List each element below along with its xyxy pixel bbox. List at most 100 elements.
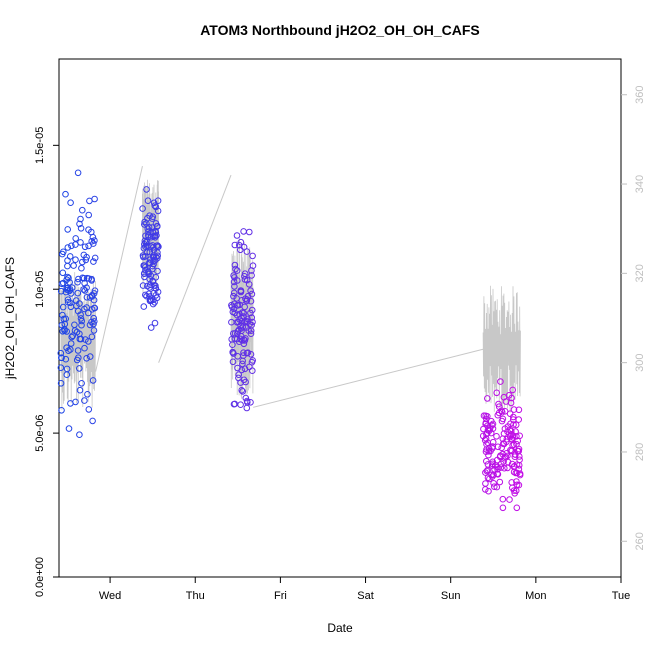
data-point [503,438,510,446]
data-point [146,259,153,266]
data-point [90,258,97,265]
secondary-series [60,166,521,413]
data-point [509,386,517,394]
data-point [248,290,256,298]
data-point [484,474,492,482]
data-point [493,433,500,440]
data-point [76,431,83,439]
data-point [72,235,79,242]
data-point [229,308,237,316]
data-point [83,294,91,301]
data-point [71,327,79,334]
data-point [240,309,247,317]
data-point [65,425,73,432]
data-point [142,291,149,299]
chart-title: ATOM3 Northbound jH2O2_OH_OH_CAFS [200,22,480,38]
data-point [248,314,255,321]
data-point [78,264,85,272]
data-point [152,253,160,261]
data-point [67,290,75,297]
data-point [482,469,489,476]
y-tick-label: 5.0e-06 [34,414,46,451]
data-point [89,417,96,425]
data-point [513,504,521,512]
data-point [500,393,508,401]
data-point [501,464,508,472]
x-tick-label: Wed [99,590,121,602]
data-point [480,412,488,420]
data-point [81,243,89,251]
data-point [151,202,159,209]
data-point [81,397,88,404]
data-point [145,290,153,298]
data-point [499,450,507,458]
data-point [67,299,74,307]
data-point [78,317,85,325]
data-point [237,401,244,409]
data-point [510,413,517,421]
data-point [88,275,95,283]
data-point [90,327,98,334]
secondary-connector-3 [253,348,484,408]
data-point [57,364,65,372]
data-point [139,205,146,212]
data-point [496,478,504,486]
data-point [64,273,71,281]
data-point [139,282,147,289]
data-point [494,411,502,419]
x-axis: Wed Thu Fri Sat Sun Mon Tue [99,577,630,602]
data-point [498,444,506,452]
x-tick-label: Mon [525,590,546,602]
data-point [248,267,255,274]
data-point [249,367,256,375]
data-point [489,443,497,450]
data-point [247,297,255,305]
data-point [515,481,523,489]
data-point [510,421,517,428]
y2-tick-label: 300 [634,353,646,371]
data-point [86,353,94,360]
data-point [228,318,235,326]
data-point [146,297,154,305]
data-point [83,304,90,311]
data-point [229,348,236,356]
data-point [91,254,99,262]
data-point [508,479,516,486]
data-point [63,276,70,284]
data-points [57,169,524,512]
data-point [239,337,246,344]
data-point [60,315,68,323]
data-point [70,262,77,269]
data-point [231,274,238,281]
data-point [58,280,66,288]
data-point [74,289,82,297]
data-point [231,261,239,269]
data-point [147,281,154,289]
data-point [516,432,524,440]
data-point [57,287,65,295]
data-point [77,225,85,232]
data-point [145,228,152,235]
data-point [503,450,510,457]
data-point [151,232,159,240]
data-point [243,404,251,412]
data-point [229,358,237,366]
data-point [91,195,98,203]
data-point [511,462,518,470]
data-point [61,320,69,328]
data-point [150,246,158,254]
data-point [511,490,519,497]
data-point [77,311,84,319]
data-point [241,270,249,278]
data-point [58,354,65,362]
data-point [60,279,67,287]
data-point [243,324,250,331]
data-point [90,320,97,328]
data-point [239,388,246,395]
x-tick-label: Fri [274,590,287,602]
y-tick-label: 1.5e-05 [34,127,46,164]
data-point [65,347,72,355]
data-point [89,377,97,384]
data-point [239,360,246,368]
data-point [240,349,247,357]
